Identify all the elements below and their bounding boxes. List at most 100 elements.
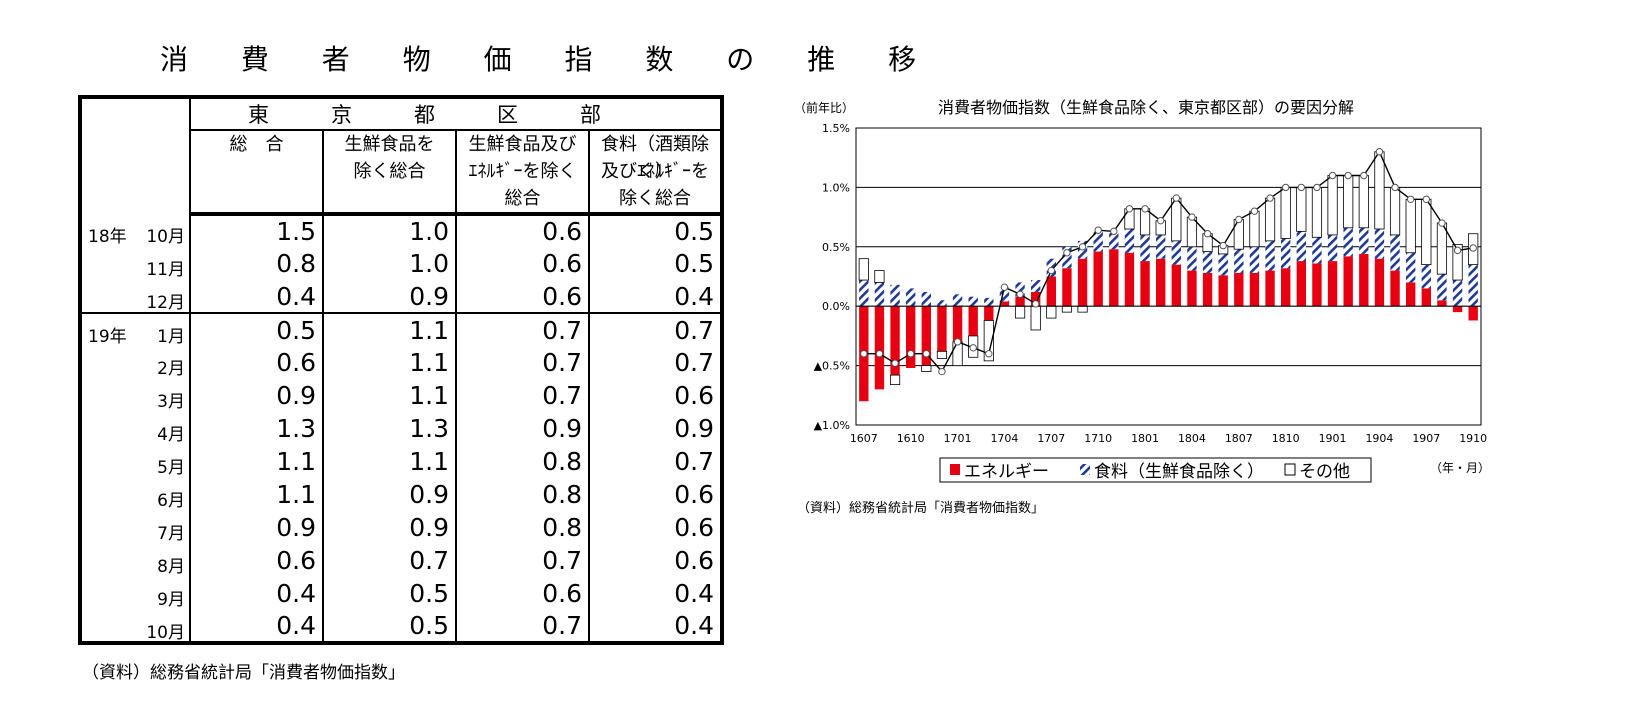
- total-point: [1156, 216, 1165, 225]
- bar-segment: [1015, 296, 1025, 307]
- bar-segment: [999, 301, 1010, 307]
- table-row: 5月 1.1 1.1 0.8 0.7: [80, 445, 722, 478]
- bar-segment: [1171, 197, 1182, 242]
- column-header-4: 食料（酒類除く） 及びｴﾈﾙｷﾞｰを 除く総合: [588, 130, 722, 216]
- bar-segment: [1281, 268, 1291, 307]
- total-point: [875, 350, 884, 358]
- bar-segment: [1296, 231, 1306, 262]
- bar-segment: [906, 306, 916, 368]
- bar-segment: [921, 306, 931, 366]
- bar-segment: [1327, 261, 1338, 307]
- bar-segment: [1452, 280, 1463, 307]
- table-row: 10月 0.4 0.5 0.7 0.4: [80, 610, 722, 643]
- row-month: 10月: [146, 623, 185, 643]
- bar-segment: [1452, 244, 1463, 281]
- total-point: [1266, 194, 1274, 202]
- legend-label: エネルギー: [964, 462, 1049, 482]
- bar-segment: [968, 306, 978, 336]
- total-point: [1422, 195, 1431, 203]
- bar-segment: [936, 350, 948, 359]
- column-header-line: 総 合: [229, 134, 284, 155]
- row-year: 18年: [88, 227, 127, 247]
- table-row: 8月 0.6 0.7 0.7 0.6: [80, 544, 722, 577]
- bar-segment: [1374, 258, 1385, 307]
- table-cell: 0.6: [588, 478, 722, 511]
- bar-segment: [1421, 198, 1432, 266]
- total-point: [1313, 183, 1321, 192]
- table-cell: 0.9: [588, 412, 722, 445]
- legend-swatch: [1284, 463, 1296, 476]
- column-header-line: ｴﾈﾙｷﾞｰを除く: [468, 161, 577, 182]
- row-month: 8月: [157, 557, 185, 577]
- x-tick-label: 1801: [1131, 432, 1159, 445]
- bar-segment: [859, 280, 869, 307]
- row-month: 11月: [146, 260, 185, 280]
- total-point: [1125, 205, 1134, 213]
- bar-segment: [1327, 175, 1338, 236]
- total-point: [906, 350, 915, 358]
- chart-title: 消費者物価指数（生鮮食品除く、東京都区部）の要因分解: [938, 98, 1354, 117]
- table-title: 消 費 者 物 価 指 数 の 推 移: [160, 43, 939, 76]
- bar-segment: [1311, 187, 1323, 238]
- chart-xlabel: （年・月）: [1430, 461, 1490, 475]
- row-month: 7月: [157, 524, 185, 544]
- bar-segment: [1249, 210, 1260, 248]
- total-point: [1344, 171, 1352, 180]
- table-cell: 0.5: [189, 312, 323, 346]
- bar-segment: [1436, 222, 1448, 275]
- table-cell: 0.6: [189, 544, 323, 577]
- total-point: [1188, 213, 1196, 221]
- total-point: [1328, 171, 1337, 180]
- total-point: [1063, 249, 1071, 257]
- legend-label: その他: [1299, 462, 1350, 482]
- row-label: 6月: [80, 478, 191, 511]
- bar-segment: [1468, 306, 1478, 321]
- bar-segment: [1265, 270, 1275, 307]
- total-point: [922, 350, 931, 358]
- y-tick-label: 0.5%: [822, 241, 850, 254]
- table-cell: 1.0: [322, 247, 456, 280]
- column-header-line: [191, 185, 322, 212]
- table-cell: 1.1: [322, 379, 456, 412]
- table-cell: 0.4: [189, 280, 323, 313]
- bar-segment: [1312, 237, 1322, 264]
- bar-segment: [1156, 234, 1166, 259]
- row-label: 7月: [80, 511, 191, 544]
- total-point: [1203, 230, 1212, 238]
- bar-segment: [1218, 253, 1228, 276]
- y-tick-label: ▲1.0%: [814, 419, 850, 432]
- bar-segment: [968, 296, 978, 307]
- total-point: [938, 367, 946, 376]
- bar-segment: [1077, 305, 1088, 313]
- total-point: [1110, 227, 1118, 236]
- total-point: [1250, 207, 1259, 215]
- column-header-2: 生鮮食品を 除く総合: [322, 130, 456, 216]
- bar-segment: [1437, 300, 1447, 307]
- bar-segment: [1171, 240, 1181, 265]
- bar-segment: [1249, 246, 1260, 273]
- total-point: [1438, 219, 1446, 227]
- row-label: 18年 10月: [80, 214, 191, 247]
- total-point: [985, 350, 993, 358]
- column-header-line: 食料（酒類除く）: [601, 134, 709, 182]
- bar-segment: [1327, 234, 1338, 262]
- table-row: 11月 0.8 1.0 0.6 0.5: [80, 247, 722, 280]
- table-cell: 1.3: [189, 412, 323, 445]
- total-point: [1000, 283, 1009, 291]
- bar-segment: [1061, 305, 1073, 313]
- table-cell: 0.7: [455, 610, 589, 643]
- bar-segment: [874, 270, 885, 283]
- table-cell: 0.5: [322, 577, 456, 610]
- y-tick-label: 1.5%: [822, 122, 850, 135]
- table-cell: 0.6: [588, 544, 722, 577]
- table-row: 7月 0.9 0.9 0.8 0.6: [80, 511, 722, 544]
- bar-segment: [1265, 240, 1275, 271]
- table-cell: 0.4: [189, 577, 323, 610]
- row-month: 3月: [157, 392, 185, 412]
- table-cell: 0.4: [588, 610, 722, 643]
- bar-segment: [1077, 258, 1088, 307]
- bar-segment: [1390, 270, 1400, 307]
- table-cell: 1.1: [322, 312, 456, 346]
- bar-segment: [1202, 272, 1213, 307]
- bar-segment: [1437, 274, 1447, 301]
